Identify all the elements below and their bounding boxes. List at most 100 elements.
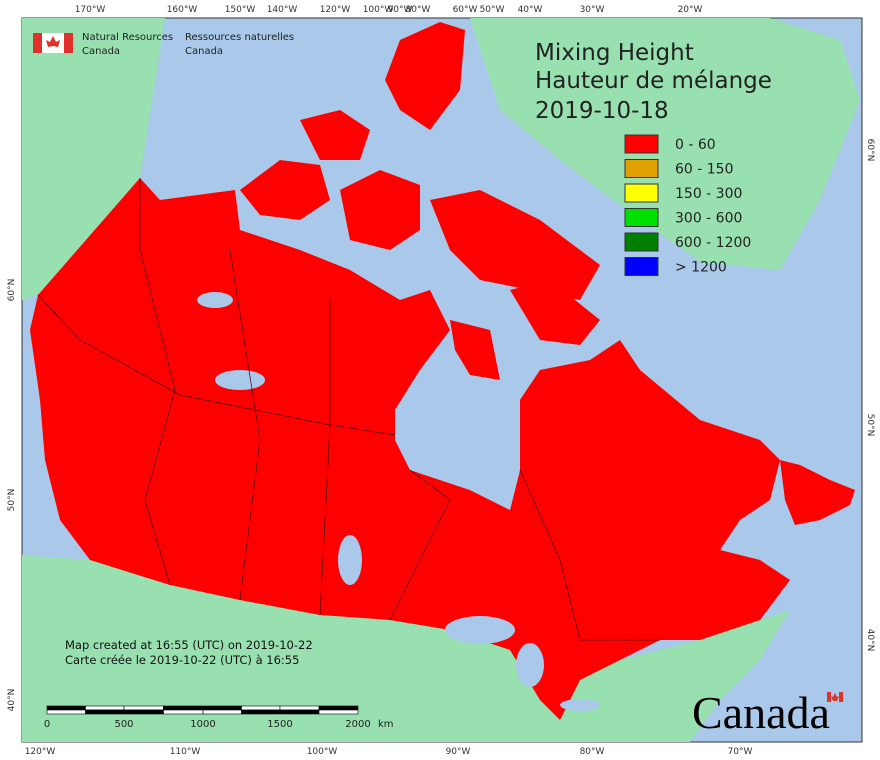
wordmark: Canada — [692, 687, 843, 738]
border — [389, 469, 451, 621]
scale-bar: 0 500 1000 1500 2000 km — [44, 705, 394, 730]
longitude-label: 80°W — [580, 747, 605, 757]
legend-swatch — [624, 134, 659, 154]
hudson-bay — [395, 360, 520, 510]
scale-segment — [279, 705, 320, 711]
longitude-label: 160°W — [167, 5, 198, 15]
legend-label: 150 - 300 — [675, 186, 742, 202]
lake — [516, 643, 544, 687]
alaska — [22, 18, 165, 300]
legend-label: 60 - 150 — [675, 162, 734, 178]
scale-unit: km — [378, 719, 394, 730]
map-frame — [21, 17, 863, 743]
lake — [215, 370, 265, 390]
longitude-label: 150°W — [225, 5, 256, 15]
scale-label: 2000 — [345, 719, 370, 730]
legend-label: 600 - 1200 — [675, 235, 751, 251]
longitude-label: 120°W — [25, 747, 56, 757]
scale-segment — [46, 705, 86, 711]
scale-label: 0 — [44, 719, 50, 730]
legend-label: > 1200 — [675, 260, 727, 276]
credit-en: Map created at 16:55 (UTC) on 2019-10-22 — [65, 638, 313, 652]
border — [139, 178, 176, 586]
scale-segment — [279, 709, 320, 715]
longitude-label: 20°W — [678, 5, 703, 15]
longitude-label: 80°W — [406, 5, 431, 15]
longitude-label: 100°W — [363, 5, 394, 15]
scale-segment — [123, 705, 164, 711]
agency-fr: Canada — [185, 46, 223, 57]
agency-signature: Natural Resources Canada Ressources natu… — [33, 32, 294, 57]
latitude-label: 40°N — [865, 629, 875, 652]
title-fr: Hauteur de mélange — [535, 68, 772, 94]
scale-label: 500 — [114, 719, 133, 730]
border — [37, 294, 396, 436]
agency-en: Natural Resources — [82, 32, 173, 43]
flag-bar — [839, 692, 843, 702]
scale-label: 1500 — [267, 719, 292, 730]
island — [430, 190, 600, 300]
scale-segment — [85, 705, 125, 711]
flag-bar — [827, 692, 831, 702]
island — [340, 170, 420, 250]
island — [240, 160, 330, 220]
flag-bar — [33, 33, 42, 53]
latitude-label: 50°N — [7, 489, 17, 512]
legend-swatch — [624, 232, 659, 252]
scale-segment — [202, 705, 242, 711]
scale-segment — [318, 709, 359, 715]
lake — [338, 535, 362, 585]
scale-label: 1000 — [190, 719, 215, 730]
lakes — [197, 292, 600, 711]
latitude-label: 50°N — [865, 414, 875, 437]
longitude-label: 110°W — [170, 747, 201, 757]
scale-segment — [241, 709, 281, 715]
united-states — [22, 555, 790, 742]
island — [300, 110, 370, 160]
legend-label: 300 - 600 — [675, 211, 742, 227]
longitude-label: 60°W — [453, 5, 478, 15]
island — [385, 22, 465, 130]
longitude-label: 100°W — [307, 747, 338, 757]
credit-fr: Carte créée le 2019-10-22 (UTC) à 16:55 — [65, 653, 299, 667]
longitude-label: 170°W — [75, 5, 106, 15]
newfoundland — [780, 460, 855, 525]
maple-leaf — [831, 693, 839, 701]
agency-en: Canada — [82, 46, 120, 57]
legend-label: 0 - 60 — [675, 137, 716, 153]
graticule-labels: 170°W 160°W 150°W 140°W 120°W 100°W90°W80°W 60… — [7, 5, 875, 757]
maple-leaf — [46, 36, 60, 47]
latitude-label: 60°N — [865, 139, 875, 162]
longitude-label: 50°W — [480, 5, 505, 15]
province-borders — [37, 178, 660, 641]
scale-segment — [241, 705, 281, 711]
title-en: Mixing Height — [535, 40, 694, 66]
legend: 0 - 60 60 - 150 150 - 300 300 - 600 600 - 12… — [624, 134, 751, 276]
legend-swatch — [624, 159, 659, 178]
latitude-label: 60°N — [7, 279, 17, 302]
legend-swatch — [624, 257, 659, 276]
flag-bar — [64, 33, 73, 53]
arctic-islands — [240, 22, 600, 380]
scale-segment — [163, 705, 204, 711]
longitude-label: 90°W — [388, 5, 413, 15]
scale-segment — [85, 709, 125, 715]
scale-segment — [163, 709, 204, 715]
border — [519, 469, 660, 641]
border — [229, 249, 261, 601]
agency-fr: Ressources naturelles — [185, 32, 294, 43]
legend-swatch — [624, 208, 659, 227]
island — [510, 280, 600, 345]
island — [450, 320, 500, 380]
latitude-label: 40°N — [7, 689, 17, 712]
border — [319, 300, 331, 616]
title-date: 2019-10-18 — [535, 98, 669, 124]
longitude-label: 140°W — [267, 5, 298, 15]
longitude-label: 70°W — [728, 747, 753, 757]
scale-segment — [123, 709, 164, 715]
wordmark-text: Canada — [692, 687, 830, 738]
lake — [560, 699, 600, 711]
scale-segment — [202, 709, 242, 715]
longitude-label: 90°W — [446, 747, 471, 757]
